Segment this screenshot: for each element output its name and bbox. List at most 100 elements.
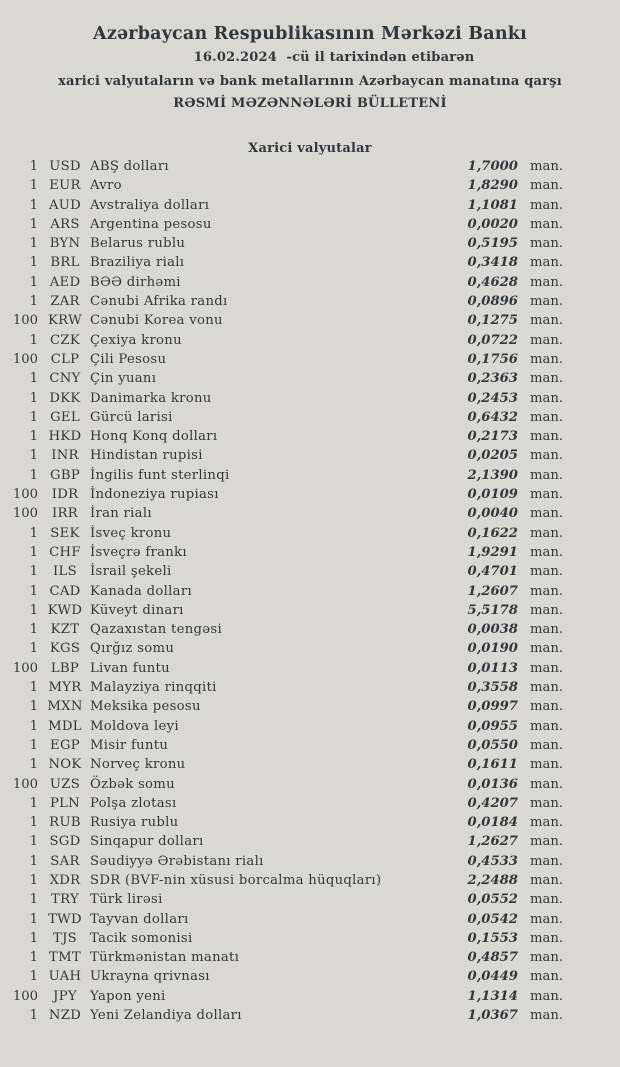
rate-row: 100 LBP Livan funtu 0,0113 man. <box>0 659 620 678</box>
bank-name-title: Azərbaycan Respublikasının Mərkəzi Bankı <box>93 24 527 44</box>
unit-cell: man. <box>530 236 564 252</box>
unit-cell: man. <box>530 1008 564 1024</box>
currency-code-cell: AUD <box>48 197 82 213</box>
currency-name-cell: Braziliya rialı <box>90 255 185 271</box>
quantity-cell: 1 <box>29 911 38 927</box>
currency-code-cell: KRW <box>48 313 82 329</box>
section-title-foreign-currencies: Xarici valyutalar <box>248 141 372 156</box>
currency-code-cell: MYR <box>48 680 82 696</box>
currency-name-cell: İsveçrə frankı <box>90 544 187 560</box>
unit-cell: man. <box>530 487 564 503</box>
quantity-cell: 1 <box>29 930 38 946</box>
quantity-cell: 1 <box>29 815 38 831</box>
rate-value-cell: 0,0997 <box>467 699 518 715</box>
unit-cell: man. <box>530 834 564 850</box>
rate-row: 1 KZT Qazaxıstan tengəsi 0,0038 man. <box>0 620 620 639</box>
currency-name-cell: ABŞ dolları <box>90 159 169 174</box>
unit-cell: man. <box>530 988 564 1004</box>
rate-value-cell: 0,0205 <box>467 448 518 464</box>
unit-cell: man. <box>530 660 564 676</box>
unit-cell: man. <box>530 294 564 310</box>
rate-row: 1 HKD Honq Konq dolları 0,2173 man. <box>0 427 620 446</box>
rate-value-cell: 0,0020 <box>467 216 518 232</box>
rate-value-cell: 0,0955 <box>467 718 518 734</box>
rate-row: 1 GEL Gürcü larisi 0,6432 man. <box>0 408 620 427</box>
rate-value-cell: 0,2363 <box>467 371 518 387</box>
rate-row: 1 CHF İsveçrə frankı 1,9291 man. <box>0 543 620 562</box>
currency-name-cell: Türk lirəsi <box>90 892 163 908</box>
currency-code-cell: USD <box>49 159 81 174</box>
rate-row: 100 JPY Yapon yeni 1,1314 man. <box>0 987 620 1006</box>
currency-name-cell: Rusiya rublu <box>90 815 179 831</box>
rate-row: 1 TWD Tayvan dolları 0,0542 man. <box>0 910 620 929</box>
rate-row: 1 TMT Türkmənistan manatı 0,4857 man. <box>0 948 620 967</box>
unit-cell: man. <box>530 795 564 811</box>
unit-cell: man. <box>530 390 564 406</box>
rate-row: 1 USD ABŞ dolları 1,7000 man. <box>0 157 620 176</box>
currency-code-cell: SGD <box>49 834 81 850</box>
rate-row: 1 PLN Polşa zlotası 0,4207 man. <box>0 794 620 813</box>
rate-row: 1 DKK Danimarka kronu 0,2453 man. <box>0 389 620 408</box>
currency-code-cell: TJS <box>52 930 78 946</box>
rate-value-cell: 0,6432 <box>467 409 518 425</box>
subtitle-scope-line: xarici valyutaların və bank metallarının… <box>58 74 562 89</box>
unit-cell: man. <box>530 815 564 831</box>
currency-code-cell: UAH <box>48 969 82 985</box>
quantity-cell: 1 <box>29 892 38 908</box>
unit-cell: man. <box>530 872 564 888</box>
rate-value-cell: 0,0722 <box>467 332 518 348</box>
unit-cell: man. <box>530 448 564 464</box>
currency-code-cell: ARS <box>50 216 80 232</box>
rate-value-cell: 0,0136 <box>467 776 518 792</box>
currency-code-cell: TMT <box>49 950 81 966</box>
rate-value-cell: 0,3418 <box>467 255 518 271</box>
unit-cell: man. <box>530 853 564 869</box>
quantity-cell: 1 <box>29 216 38 232</box>
unit-cell: man. <box>530 564 564 580</box>
unit-cell: man. <box>530 757 564 773</box>
currency-name-cell: İsveç kronu <box>90 525 172 541</box>
currency-code-cell: ZAR <box>50 294 80 310</box>
quantity-cell: 1 <box>29 969 38 985</box>
currency-name-cell: Polşa zlotası <box>90 795 177 811</box>
currency-name-cell: Tacik somonisi <box>90 930 193 946</box>
unit-cell: man. <box>530 699 564 715</box>
unit-cell: man. <box>530 776 564 792</box>
rate-row: 1 MDL Moldova leyi 0,0955 man. <box>0 717 620 736</box>
currency-name-cell: Misir funtu <box>90 737 169 753</box>
unit-cell: man. <box>530 930 564 946</box>
rate-row: 1 INR Hindistan rupisi 0,0205 man. <box>0 446 620 465</box>
quantity-cell: 1 <box>29 680 38 696</box>
rate-value-cell: 0,0113 <box>467 660 518 676</box>
quantity-cell: 1 <box>29 853 38 869</box>
unit-cell: man. <box>530 718 564 734</box>
rate-value-cell: 0,1622 <box>467 525 518 541</box>
currency-code-cell: HKD <box>48 429 82 445</box>
currency-name-cell: Meksika pesosu <box>90 699 201 715</box>
rate-value-cell: 2,2488 <box>467 872 518 888</box>
currency-name-cell: Qazaxıstan tengəsi <box>90 622 222 638</box>
unit-cell: man. <box>530 641 564 657</box>
currency-code-cell: LBP <box>50 660 80 676</box>
quantity-cell: 1 <box>29 602 38 618</box>
rates-table: 1 USD ABŞ dolları 1,7000 man. 1 EUR Avro 1,8290 m… <box>0 157 620 1025</box>
currency-code-cell: AED <box>49 274 81 290</box>
rate-row: 1 EGP Misir funtu 0,0550 man. <box>0 736 620 755</box>
currency-name-cell: Kanada dolları <box>90 583 192 599</box>
rate-value-cell: 0,2453 <box>467 390 518 406</box>
unit-cell: man. <box>530 911 564 927</box>
rate-row: 1 XDR SDR (BVF-nin xüsusi borcalma hüquqla… <box>0 871 620 890</box>
quantity-cell: 1 <box>29 737 38 753</box>
unit-cell: man. <box>530 159 564 174</box>
currency-name-cell: Ukrayna qrivnası <box>90 969 210 985</box>
rate-value-cell: 0,4533 <box>467 853 518 869</box>
unit-cell: man. <box>530 429 564 445</box>
quantity-cell: 100 <box>12 313 38 329</box>
unit-cell: man. <box>530 216 564 232</box>
currency-code-cell: KGS <box>49 641 81 657</box>
rate-value-cell: 0,2173 <box>467 429 518 445</box>
currency-name-cell: Yapon yeni <box>90 988 166 1004</box>
quantity-cell: 1 <box>29 950 38 966</box>
rate-value-cell: 0,1553 <box>467 930 518 946</box>
rate-row: 100 KRW Cənubi Korea vonu 0,1275 man. <box>0 311 620 330</box>
